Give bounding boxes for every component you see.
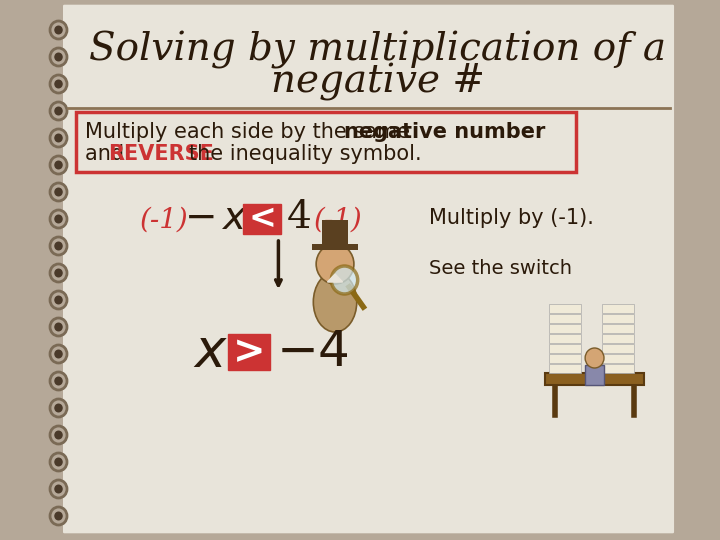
Bar <box>549 304 581 313</box>
Circle shape <box>50 453 67 471</box>
Bar <box>549 344 581 353</box>
Circle shape <box>50 345 67 363</box>
Circle shape <box>54 268 63 278</box>
Circle shape <box>50 183 67 201</box>
Text: Solving by multiplication of a: Solving by multiplication of a <box>89 31 666 69</box>
Text: Multiply each side by the same: Multiply each side by the same <box>85 122 417 142</box>
Bar <box>312 244 358 250</box>
Text: $-\,x$: $-\,x$ <box>184 199 248 237</box>
Circle shape <box>316 244 354 284</box>
Text: and: and <box>85 144 131 164</box>
Circle shape <box>50 480 67 498</box>
Bar <box>602 314 634 323</box>
Circle shape <box>54 511 63 521</box>
Text: REVERSE: REVERSE <box>109 144 215 164</box>
Circle shape <box>54 376 63 386</box>
Circle shape <box>54 349 63 359</box>
Text: See the switch: See the switch <box>429 259 572 278</box>
Circle shape <box>54 79 63 89</box>
Bar <box>549 324 581 333</box>
Text: <: < <box>248 202 276 235</box>
Bar <box>228 334 270 370</box>
Text: negative number: negative number <box>344 122 546 142</box>
Circle shape <box>50 264 67 282</box>
Text: >: > <box>233 333 266 371</box>
Circle shape <box>50 426 67 444</box>
Ellipse shape <box>313 272 356 332</box>
Circle shape <box>54 52 63 62</box>
Circle shape <box>54 133 63 143</box>
Bar <box>549 364 581 373</box>
Circle shape <box>585 348 604 368</box>
Circle shape <box>54 430 63 440</box>
Circle shape <box>54 295 63 305</box>
Text: (-1): (-1) <box>313 206 362 233</box>
Circle shape <box>54 322 63 332</box>
Bar <box>549 334 581 343</box>
Text: $-4$: $-4$ <box>276 328 348 376</box>
Circle shape <box>54 457 63 467</box>
Bar <box>546 373 644 385</box>
Bar <box>602 304 634 313</box>
Bar <box>585 365 604 385</box>
Circle shape <box>50 399 67 417</box>
Circle shape <box>54 214 63 224</box>
Bar <box>549 354 581 363</box>
Circle shape <box>331 266 358 294</box>
Bar <box>602 334 634 343</box>
Circle shape <box>50 129 67 147</box>
Circle shape <box>54 187 63 197</box>
Circle shape <box>54 106 63 116</box>
Text: Multiply by (-1).: Multiply by (-1). <box>429 208 594 228</box>
Circle shape <box>54 25 63 35</box>
Text: the inequality symbol.: the inequality symbol. <box>189 144 421 164</box>
Circle shape <box>50 210 67 228</box>
Bar <box>602 364 634 373</box>
Circle shape <box>50 291 67 309</box>
Polygon shape <box>328 274 343 282</box>
Bar <box>602 354 634 363</box>
Text: 4: 4 <box>287 199 312 237</box>
Text: negative #: negative # <box>271 63 485 101</box>
Bar <box>322 220 348 244</box>
Bar <box>602 324 634 333</box>
Circle shape <box>54 403 63 413</box>
Bar <box>243 204 282 234</box>
Circle shape <box>50 156 67 174</box>
Circle shape <box>54 484 63 494</box>
Text: (-1): (-1) <box>140 206 189 233</box>
FancyBboxPatch shape <box>63 4 675 534</box>
Circle shape <box>54 241 63 251</box>
Circle shape <box>50 75 67 93</box>
Circle shape <box>54 160 63 170</box>
Circle shape <box>50 372 67 390</box>
Bar <box>76 112 576 172</box>
Text: $x$: $x$ <box>194 326 228 378</box>
Circle shape <box>50 48 67 66</box>
Bar <box>602 344 634 353</box>
Circle shape <box>50 102 67 120</box>
Circle shape <box>50 237 67 255</box>
Circle shape <box>50 21 67 39</box>
Bar <box>549 314 581 323</box>
Circle shape <box>50 318 67 336</box>
Circle shape <box>50 507 67 525</box>
